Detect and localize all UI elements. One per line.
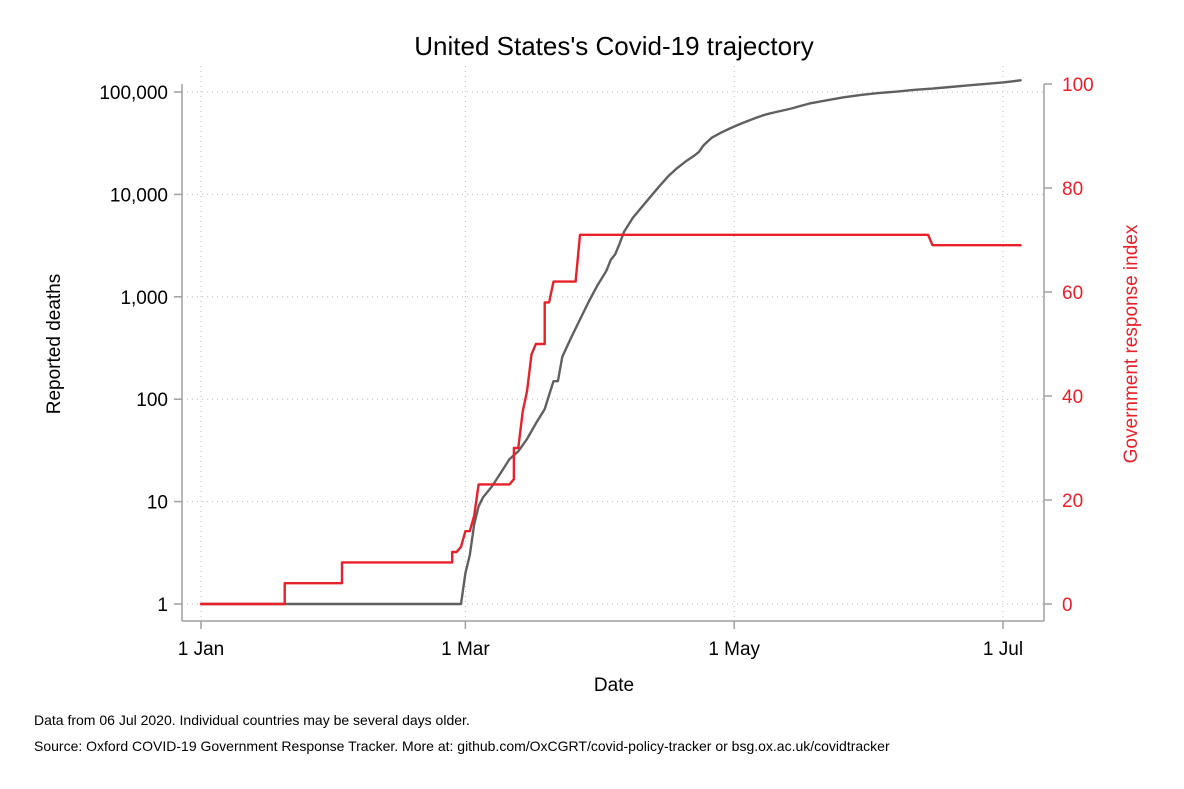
x-tick-label: 1 Jan [178,639,224,660]
series-line-deaths [199,79,1022,606]
y2-tick-label: 100 [1062,75,1094,96]
y2-tick-label: 20 [1062,491,1083,512]
y2-tick-label: 80 [1062,179,1083,200]
source-note: Source: Oxford COVID-19 Government Respo… [34,738,890,754]
y2-tick-label: 0 [1062,595,1073,616]
x-tick-label: 1 May [708,639,760,660]
x-tick-label: 1 Mar [441,639,490,660]
series-layer [199,79,1022,606]
series-line-response-index [199,233,1022,606]
y-tick-label: 10 [147,493,168,514]
y-tick-label: 1,000 [120,288,168,309]
y-tick-label: 1 [157,595,168,616]
axes: 1 10 100 1,000 10,000 100,000 0 20 40 60 80 100 1 Ja… [99,75,1093,660]
chart-title: United States's Covid-19 trajectory [414,31,813,61]
y2-axis-title: Government response index [1121,224,1142,463]
x-tick-label: 1 Jul [983,639,1023,660]
y-axis-title: Reported deaths [44,274,65,415]
grid-lines [182,66,1044,621]
y2-tick-label: 40 [1062,387,1083,408]
data-date-note: Data from 06 Jul 2020. Individual countr… [34,712,470,728]
y-tick-label: 100,000 [99,83,168,104]
y2-tick-label: 60 [1062,283,1083,304]
y-tick-label: 100 [136,390,168,411]
y-tick-label: 10,000 [110,185,168,206]
x-axis-title: Date [594,675,634,696]
